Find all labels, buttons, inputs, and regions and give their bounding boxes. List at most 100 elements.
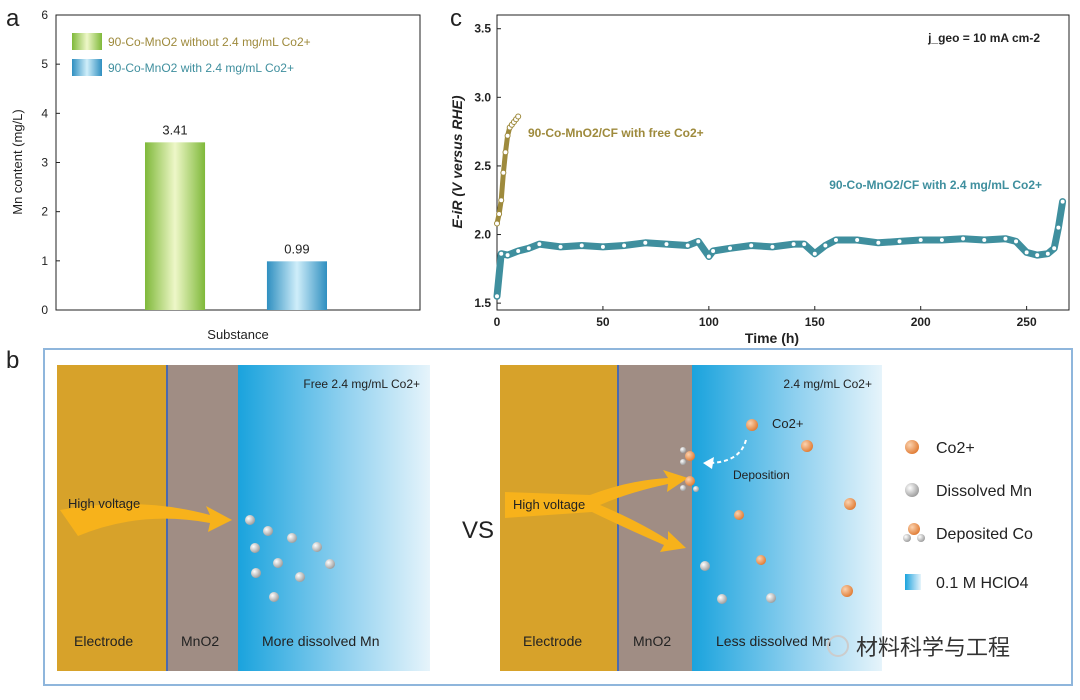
watermark: 材料科学与工程 — [827, 635, 1010, 660]
legend-electrolyte: 0.1 M HClO4 — [936, 575, 1029, 592]
mno2-layer — [618, 365, 692, 671]
legend-swatch — [72, 59, 102, 76]
co-ion-particles — [734, 419, 856, 597]
series-point — [790, 241, 797, 248]
mn-ion — [766, 593, 776, 603]
bar — [266, 261, 327, 310]
watermark-text: 材料科学与工程 — [856, 635, 1010, 660]
mn-ion — [269, 592, 279, 602]
series-point — [1002, 235, 1009, 242]
y-tick-label: 1.5 — [474, 296, 491, 310]
bar — [144, 142, 206, 310]
series-point — [663, 241, 670, 248]
series-point — [875, 239, 882, 246]
series-point — [896, 238, 903, 245]
arrow-label-left: High voltage — [68, 496, 140, 511]
solution-region — [692, 365, 882, 671]
solution-label-right: 2.4 mg/mL Co2+ — [783, 377, 872, 391]
dissolved-mn-particles — [245, 515, 335, 602]
series-point — [1055, 224, 1062, 231]
wechat-icon — [827, 635, 849, 657]
co-ion — [734, 510, 744, 520]
deposition-arrow — [709, 439, 747, 464]
legend-deposited-co-icon — [903, 534, 911, 542]
mn-ion — [263, 526, 273, 536]
co-ion — [746, 419, 758, 431]
legend-co-ion-icon — [905, 440, 919, 454]
vs-label: VS — [462, 517, 494, 544]
legend-mn-icon — [905, 483, 919, 497]
panel-c-series-label-free: 90-Co-MnO2/CF with free Co2+ — [528, 126, 704, 140]
panel-c-x-label: Time (h) — [745, 330, 799, 346]
bottom-caption-left: More dissolved Mn — [262, 633, 380, 649]
legend-swatch — [72, 33, 102, 50]
x-tick-label: 100 — [699, 315, 719, 329]
co-ion — [756, 555, 766, 565]
schematic-legend: Co2+ Dissolved Mn Deposited Co 0.1 M HCl… — [903, 440, 1033, 592]
series-point — [578, 242, 585, 249]
series-point — [498, 250, 505, 257]
series-point — [981, 237, 988, 244]
panel-a-frame — [55, 14, 421, 311]
deposited-co-mn — [693, 486, 699, 492]
mn-ion — [717, 594, 727, 604]
deposition-arrowhead — [703, 457, 714, 469]
co-ion-label: Co2+ — [772, 416, 803, 431]
y-tick-label: 6 — [41, 8, 48, 22]
mn-ion — [287, 533, 297, 543]
mn-ion-particles — [700, 561, 776, 604]
panel-c-series-label-with: 90-Co-MnO2/CF with 2.4 mg/mL Co2+ — [829, 178, 1042, 192]
panel-c-ticks: 0 50 100 150 200 250 1.5 2.0 2.5 3.0 3.5 — [474, 22, 1037, 329]
schematic-right: Electrode MnO2 Less dissolved Mn 2.4 mg/… — [500, 365, 882, 671]
voltage-arrow-right — [505, 470, 688, 552]
x-tick-label: 0 — [494, 315, 501, 329]
series-point — [938, 237, 945, 244]
arrow-label-right: High voltage — [513, 497, 585, 512]
mn-ion — [251, 568, 261, 578]
series-point — [1059, 198, 1066, 205]
series-point — [525, 245, 532, 252]
legend-entry: 90-Co-MnO2 with 2.4 mg/mL Co2+ — [108, 61, 294, 75]
deposited-co — [685, 451, 695, 461]
x-tick-label: 150 — [805, 315, 825, 329]
bottom-caption-right: Less dissolved Mn — [716, 633, 831, 649]
panel-c-y-label: E-iR (V versus RHE) — [449, 95, 465, 228]
y-tick-label: 2.0 — [474, 228, 491, 242]
series-point — [642, 239, 649, 246]
series-point — [1051, 245, 1058, 252]
legend-deposited-co-icon — [908, 523, 920, 535]
series-point — [822, 242, 829, 249]
y-tick-label: 2.5 — [474, 159, 491, 173]
series-point — [496, 210, 503, 217]
legend-co-ion: Co2+ — [936, 440, 975, 457]
series-point — [710, 248, 717, 254]
co-ion — [841, 585, 853, 597]
series-point — [684, 242, 691, 249]
bar-data-label: 3.41 — [162, 122, 187, 137]
deposited-co-mn — [680, 485, 686, 491]
bar-data-label: 0.99 — [284, 241, 309, 256]
series-point — [1023, 249, 1030, 256]
deposition-label: Deposition — [733, 468, 790, 482]
series-point — [599, 243, 606, 250]
deposited-co-particles — [680, 447, 699, 492]
y-tick-label: 3.5 — [474, 22, 491, 36]
legend-deposited-co: Deposited Co — [936, 526, 1033, 543]
series-point — [504, 132, 511, 139]
y-tick-label: 3.0 — [474, 90, 491, 104]
deposited-co — [685, 476, 695, 486]
solution-region — [238, 365, 430, 671]
x-tick-label: 200 — [911, 315, 931, 329]
legend-entry: 90-Co-MnO2 without 2.4 mg/mL Co2+ — [108, 35, 311, 49]
mn-ion — [250, 543, 260, 553]
series-point — [801, 241, 808, 248]
co-ion — [801, 440, 813, 452]
series-point — [515, 248, 522, 254]
y-tick-label: 0 — [41, 303, 48, 317]
panel-a-y-label: Mn content (mg/L) — [10, 109, 25, 215]
series-point — [500, 169, 507, 176]
series-point — [748, 242, 755, 249]
y-tick-label: 3 — [41, 156, 48, 170]
panel-b-frame — [43, 348, 1073, 686]
y-tick-label: 5 — [41, 57, 48, 71]
